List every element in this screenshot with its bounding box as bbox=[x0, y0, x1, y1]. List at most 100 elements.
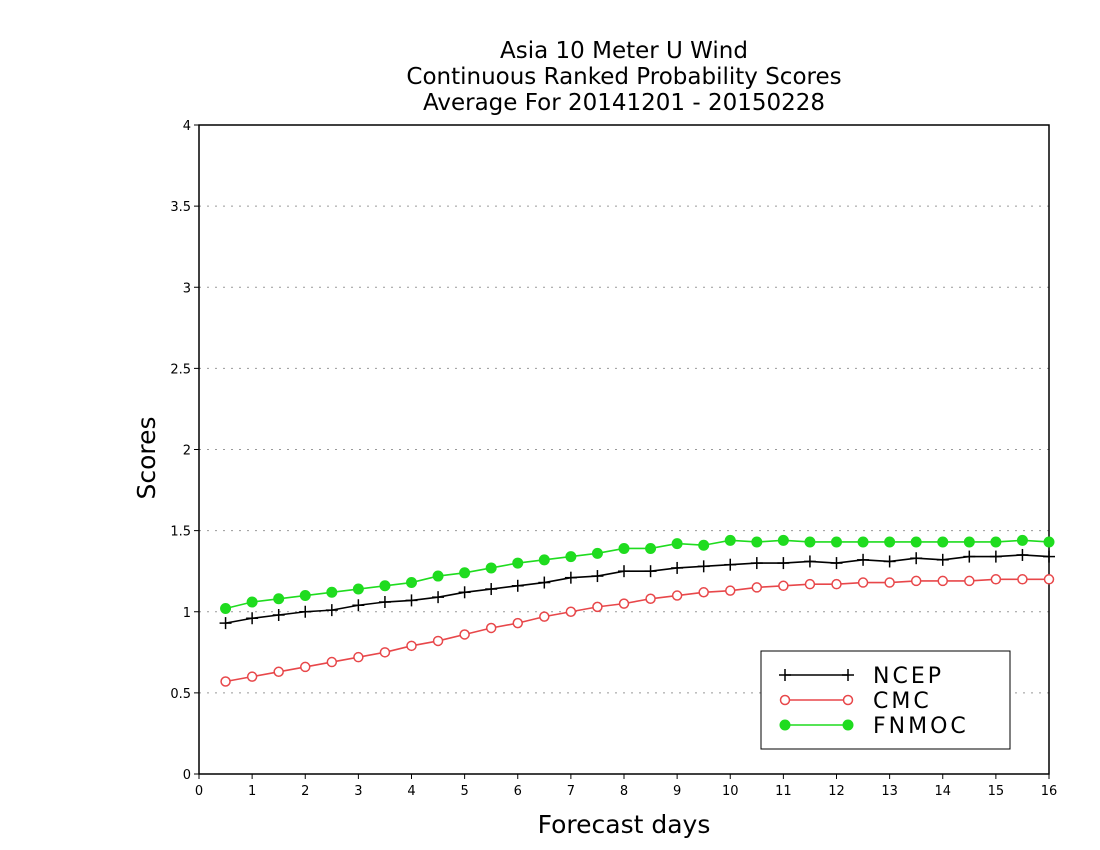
legend-label-fnmoc: FNMOC bbox=[873, 714, 969, 739]
data-point-cmc bbox=[326, 656, 338, 668]
data-point-fnmoc bbox=[379, 580, 391, 592]
data-point-fnmoc bbox=[645, 542, 657, 554]
x-tick-label: 4 bbox=[407, 784, 415, 799]
legend-item-cmc: CMC bbox=[779, 689, 932, 714]
data-point-ncep bbox=[325, 604, 338, 617]
data-point-cmc bbox=[432, 635, 444, 647]
data-point-ncep bbox=[644, 565, 657, 578]
data-point-fnmoc bbox=[990, 536, 1002, 548]
series-fnmoc bbox=[220, 534, 1055, 615]
series-line-fnmoc bbox=[225, 539, 1050, 610]
data-point-ncep bbox=[352, 599, 365, 612]
x-tick-label: 13 bbox=[881, 784, 898, 799]
legend-item-fnmoc: FNMOC bbox=[779, 714, 969, 739]
y-tick-label: 0.5 bbox=[170, 687, 191, 702]
data-point-cmc bbox=[804, 578, 816, 590]
data-point-cmc bbox=[565, 606, 577, 617]
data-point-ncep bbox=[246, 612, 259, 625]
x-tick-label: 3 bbox=[354, 784, 362, 799]
data-point-fnmoc bbox=[1016, 534, 1028, 546]
data-point-ncep bbox=[750, 557, 763, 570]
y-tick-label: 1.5 bbox=[170, 525, 191, 540]
y-axis: 0 0.5 1 1.5 2 2.5 3 3.5 4 bbox=[170, 119, 199, 783]
series-layer bbox=[219, 534, 1055, 687]
data-point-fnmoc bbox=[751, 536, 763, 548]
y-tick-label: 4 bbox=[183, 119, 191, 134]
data-point-ncep bbox=[830, 557, 843, 570]
data-point-ncep bbox=[697, 560, 710, 573]
data-point-ncep bbox=[432, 591, 445, 604]
data-point-cmc bbox=[964, 575, 975, 587]
legend-label-ncep: NCEP bbox=[873, 664, 944, 689]
data-point-ncep bbox=[1016, 548, 1029, 561]
data-point-fnmoc bbox=[831, 536, 842, 548]
data-point-cmc bbox=[1017, 574, 1028, 585]
x-tick-label: 5 bbox=[460, 784, 468, 799]
data-point-ncep bbox=[777, 557, 790, 570]
data-point-ncep bbox=[564, 571, 577, 584]
data-point-ncep bbox=[936, 553, 949, 566]
x-tick-label: 9 bbox=[673, 784, 681, 799]
data-point-cmc bbox=[1043, 574, 1055, 585]
data-point-cmc bbox=[539, 611, 550, 622]
data-point-cmc bbox=[592, 601, 603, 613]
legend-marker bbox=[779, 719, 791, 731]
x-tick-label: 11 bbox=[775, 784, 792, 799]
data-point-ncep bbox=[671, 561, 684, 574]
y-axis-label: Scores bbox=[132, 416, 161, 499]
legend-marker bbox=[842, 719, 854, 731]
data-point-fnmoc bbox=[485, 562, 497, 574]
data-point-ncep bbox=[618, 565, 630, 578]
data-point-ncep bbox=[219, 617, 232, 630]
x-tick-label: 7 bbox=[567, 784, 575, 799]
data-point-fnmoc bbox=[273, 593, 285, 605]
data-point-ncep bbox=[857, 553, 870, 566]
title-line-1: Asia 10 Meter U Wind bbox=[500, 38, 748, 64]
title-line-3: Average For 20141201 - 20150228 bbox=[423, 90, 825, 116]
data-point-ncep bbox=[378, 596, 391, 609]
data-point-cmc bbox=[857, 577, 869, 588]
data-point-cmc bbox=[698, 587, 709, 598]
data-point-cmc bbox=[671, 590, 683, 601]
y-tick-label: 3 bbox=[183, 281, 191, 296]
data-point-cmc bbox=[751, 582, 763, 593]
data-point-fnmoc bbox=[963, 536, 975, 548]
data-point-cmc bbox=[831, 578, 842, 590]
data-point-cmc bbox=[990, 574, 1002, 585]
data-point-ncep bbox=[485, 583, 498, 596]
data-point-cmc bbox=[459, 629, 470, 640]
data-point-fnmoc bbox=[406, 577, 417, 589]
y-tick-label: 2.5 bbox=[170, 362, 191, 377]
data-point-fnmoc bbox=[591, 547, 603, 559]
x-tick-label: 6 bbox=[514, 784, 522, 799]
y-tick-label: 3.5 bbox=[170, 200, 191, 215]
data-point-cmc bbox=[937, 575, 948, 587]
data-point-cmc bbox=[406, 640, 417, 652]
data-point-ncep bbox=[538, 576, 551, 589]
data-point-fnmoc bbox=[299, 590, 311, 602]
y-tick-label: 2 bbox=[183, 444, 191, 459]
data-point-cmc bbox=[778, 580, 789, 592]
x-axis: 0 1 2 3 4 5 6 7 8 9 10 11 12 13 14 15 16 bbox=[195, 774, 1057, 799]
data-point-fnmoc bbox=[857, 536, 869, 548]
data-point-cmc bbox=[353, 651, 364, 663]
data-point-fnmoc bbox=[326, 586, 338, 598]
data-point-ncep bbox=[989, 550, 1002, 563]
x-tick-label: 14 bbox=[934, 784, 951, 799]
legend-item-ncep: NCEP bbox=[779, 664, 944, 689]
data-point-ncep bbox=[910, 552, 923, 565]
data-point-fnmoc bbox=[804, 536, 816, 548]
data-point-fnmoc bbox=[565, 551, 577, 563]
data-point-ncep bbox=[511, 579, 524, 592]
data-point-cmc bbox=[220, 676, 231, 687]
data-point-ncep bbox=[272, 608, 285, 621]
data-point-fnmoc bbox=[671, 538, 683, 550]
data-point-fnmoc bbox=[1043, 536, 1055, 548]
series-cmc bbox=[220, 574, 1055, 687]
legend-label-cmc: CMC bbox=[873, 689, 932, 714]
data-point-fnmoc bbox=[618, 542, 630, 554]
series-ncep bbox=[219, 548, 1055, 630]
x-tick-label: 1 bbox=[248, 784, 256, 799]
legend-marker bbox=[842, 694, 854, 706]
data-point-fnmoc bbox=[910, 536, 922, 548]
